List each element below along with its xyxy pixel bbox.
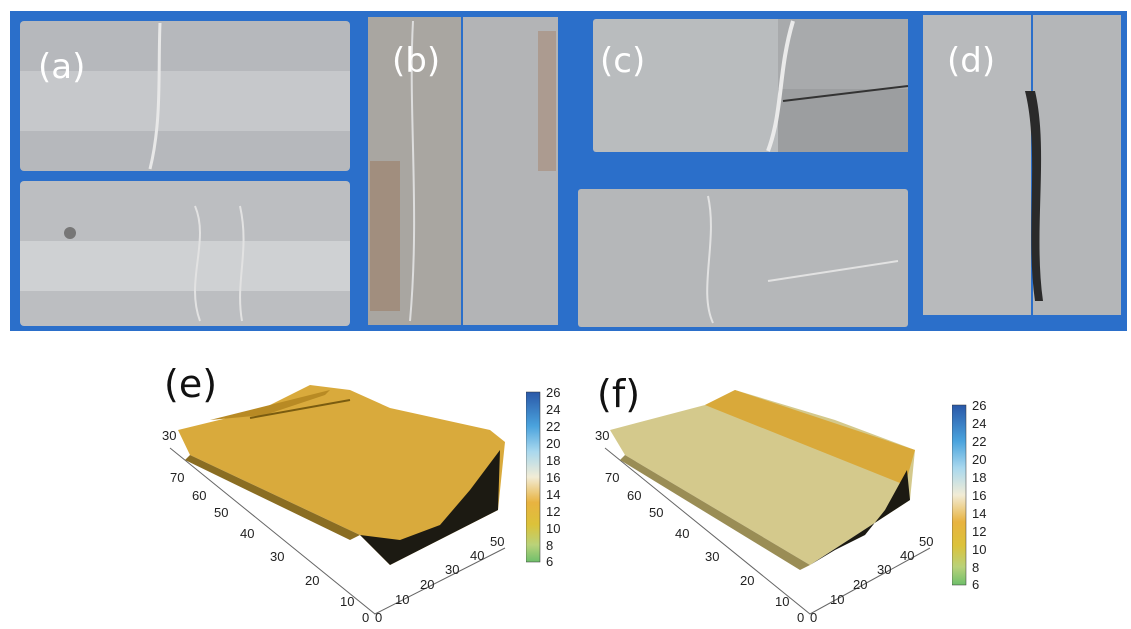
cb-f-tick-18: 18 bbox=[972, 470, 986, 485]
e-right-tick-3: 30 bbox=[445, 562, 459, 577]
specimen-photo-b bbox=[358, 11, 568, 331]
e-left-tick-0: 70 bbox=[170, 470, 184, 485]
panel-label-c: (c) bbox=[600, 41, 645, 81]
f-right-tick-4: 40 bbox=[900, 548, 914, 563]
e-z-tick: 30 bbox=[162, 428, 176, 443]
e-left-tick-4: 30 bbox=[270, 549, 284, 564]
cb-f-tick-10: 10 bbox=[972, 542, 986, 557]
e-right-tick-4: 40 bbox=[470, 548, 484, 563]
cb-e-tick-20: 20 bbox=[546, 436, 560, 451]
photo-panel-c: (c) bbox=[568, 11, 915, 331]
panel-label-e: (e) bbox=[164, 362, 217, 406]
cb-f-tick-20: 20 bbox=[972, 452, 986, 467]
e-left-tick-3: 40 bbox=[240, 526, 254, 541]
f-left-tick-1: 60 bbox=[627, 488, 641, 503]
f-left-tick-7: 0 bbox=[797, 610, 804, 624]
cb-e-tick-22: 22 bbox=[546, 419, 560, 434]
cb-e-tick-10: 10 bbox=[546, 521, 560, 536]
cb-f-tick-14: 14 bbox=[972, 506, 986, 521]
panel-label-f: (f) bbox=[597, 372, 640, 416]
cb-f-tick-12: 12 bbox=[972, 524, 986, 539]
cb-e-tick-14: 14 bbox=[546, 487, 560, 502]
cb-e-tick-8: 8 bbox=[546, 538, 553, 553]
e-right-tick-2: 20 bbox=[420, 577, 434, 592]
cb-f-tick-22: 22 bbox=[972, 434, 986, 449]
cb-e-tick-26: 26 bbox=[546, 388, 560, 400]
f-left-tick-3: 40 bbox=[675, 526, 689, 541]
f-left-tick-6: 10 bbox=[775, 594, 789, 609]
cb-f-tick-8: 8 bbox=[972, 560, 979, 575]
cb-e-tick-16: 16 bbox=[546, 470, 560, 485]
f-left-tick-5: 20 bbox=[740, 573, 754, 588]
e-left-tick-2: 50 bbox=[214, 505, 228, 520]
cb-e-tick-24: 24 bbox=[546, 402, 560, 417]
cb-f-tick-6: 6 bbox=[972, 577, 979, 591]
f-right-tick-0: 0 bbox=[810, 610, 817, 624]
f-right-tick-2: 20 bbox=[853, 577, 867, 592]
e-right-tick-0: 0 bbox=[375, 610, 382, 624]
panel-label-d: (d) bbox=[947, 41, 995, 81]
cb-f-tick-24: 24 bbox=[972, 416, 986, 431]
f-right-tick-5: 50 bbox=[919, 534, 933, 549]
surface-plot-f: 70 60 50 40 30 20 10 0 0 10 20 30 40 50 … bbox=[585, 360, 945, 624]
photo-panel-a: (a) bbox=[10, 11, 358, 331]
cb-f-tick-26: 26 bbox=[972, 401, 986, 413]
colorbar-f-graphic: 26 24 22 20 18 16 14 12 10 8 6 bbox=[952, 401, 1012, 591]
e-left-tick-7: 0 bbox=[362, 610, 369, 624]
f-left-tick-4: 30 bbox=[705, 549, 719, 564]
cb-e-tick-18: 18 bbox=[546, 453, 560, 468]
panel-label-b: (b) bbox=[392, 41, 440, 81]
cb-e-tick-6: 6 bbox=[546, 554, 553, 568]
e-left-tick-1: 60 bbox=[192, 488, 206, 503]
panel-label-a: (a) bbox=[38, 47, 85, 87]
e-right-tick-5: 50 bbox=[490, 534, 504, 549]
colorbar-f: 26 24 22 20 18 16 14 12 10 8 6 bbox=[952, 401, 1012, 591]
f-z-tick: 30 bbox=[595, 428, 609, 443]
cb-f-tick-16: 16 bbox=[972, 488, 986, 503]
f-right-tick-3: 30 bbox=[877, 562, 891, 577]
f-left-tick-2: 50 bbox=[649, 505, 663, 520]
photo-panel-b: (b) bbox=[358, 11, 568, 331]
e-left-tick-6: 10 bbox=[340, 594, 354, 609]
f-right-tick-1: 10 bbox=[830, 592, 844, 607]
e-left-tick-5: 20 bbox=[305, 573, 319, 588]
photo-panel-d: (d) bbox=[915, 11, 1127, 331]
colorbar-e: 26 24 22 20 18 16 14 12 10 8 6 bbox=[526, 388, 586, 568]
surface-plot-e: 70 60 50 40 30 20 10 0 0 10 20 30 40 50 … bbox=[150, 360, 530, 624]
colorbar-e-graphic: 26 24 22 20 18 16 14 12 10 8 6 bbox=[526, 388, 586, 568]
e-right-tick-1: 10 bbox=[395, 592, 409, 607]
f-left-tick-0: 70 bbox=[605, 470, 619, 485]
cb-e-tick-12: 12 bbox=[546, 504, 560, 519]
